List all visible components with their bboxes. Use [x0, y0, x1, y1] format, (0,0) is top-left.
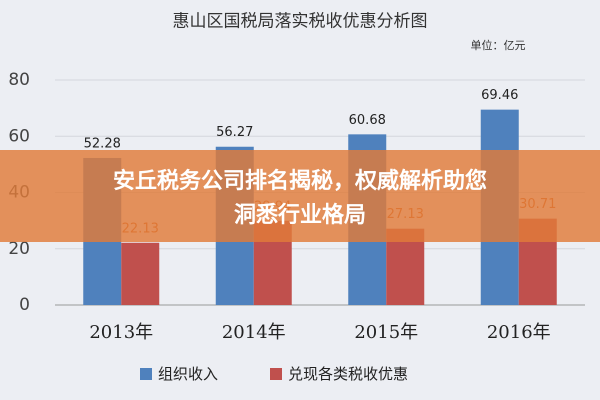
banner-text: 安丘税务公司排名揭秘，权威解析助您 [113, 168, 487, 194]
y-tick-label: 80 [8, 70, 30, 90]
banner-text: 洞悉行业格局 [234, 202, 366, 228]
y-tick-label: 60 [8, 126, 30, 146]
banner-bg [0, 150, 600, 242]
x-tick-label: 2013年 [89, 322, 153, 343]
legend-swatch [270, 368, 282, 380]
legend-label: 兑现各类税收优惠 [288, 365, 408, 383]
value-label: 56.27 [216, 125, 253, 140]
y-tick-label: 20 [8, 239, 30, 259]
x-tick-label: 2015年 [354, 322, 418, 343]
value-label: 60.68 [349, 113, 386, 128]
legend-swatch [140, 368, 152, 380]
value-label: 69.46 [481, 88, 518, 103]
y-tick-label: 0 [19, 295, 30, 315]
x-tick-label: 2016年 [487, 322, 551, 343]
value-label: 52.28 [84, 136, 121, 151]
bar [121, 242, 160, 305]
banner: 安丘税务公司排名揭秘，权威解析助您 洞悉行业格局 [0, 150, 600, 242]
chart-title: 惠山区国税局落实税收优惠分析图 [173, 12, 428, 32]
x-tick-label: 2014年 [222, 322, 286, 343]
legend-label: 组织收入 [158, 365, 218, 383]
unit-label: 单位：亿元 [471, 38, 526, 52]
